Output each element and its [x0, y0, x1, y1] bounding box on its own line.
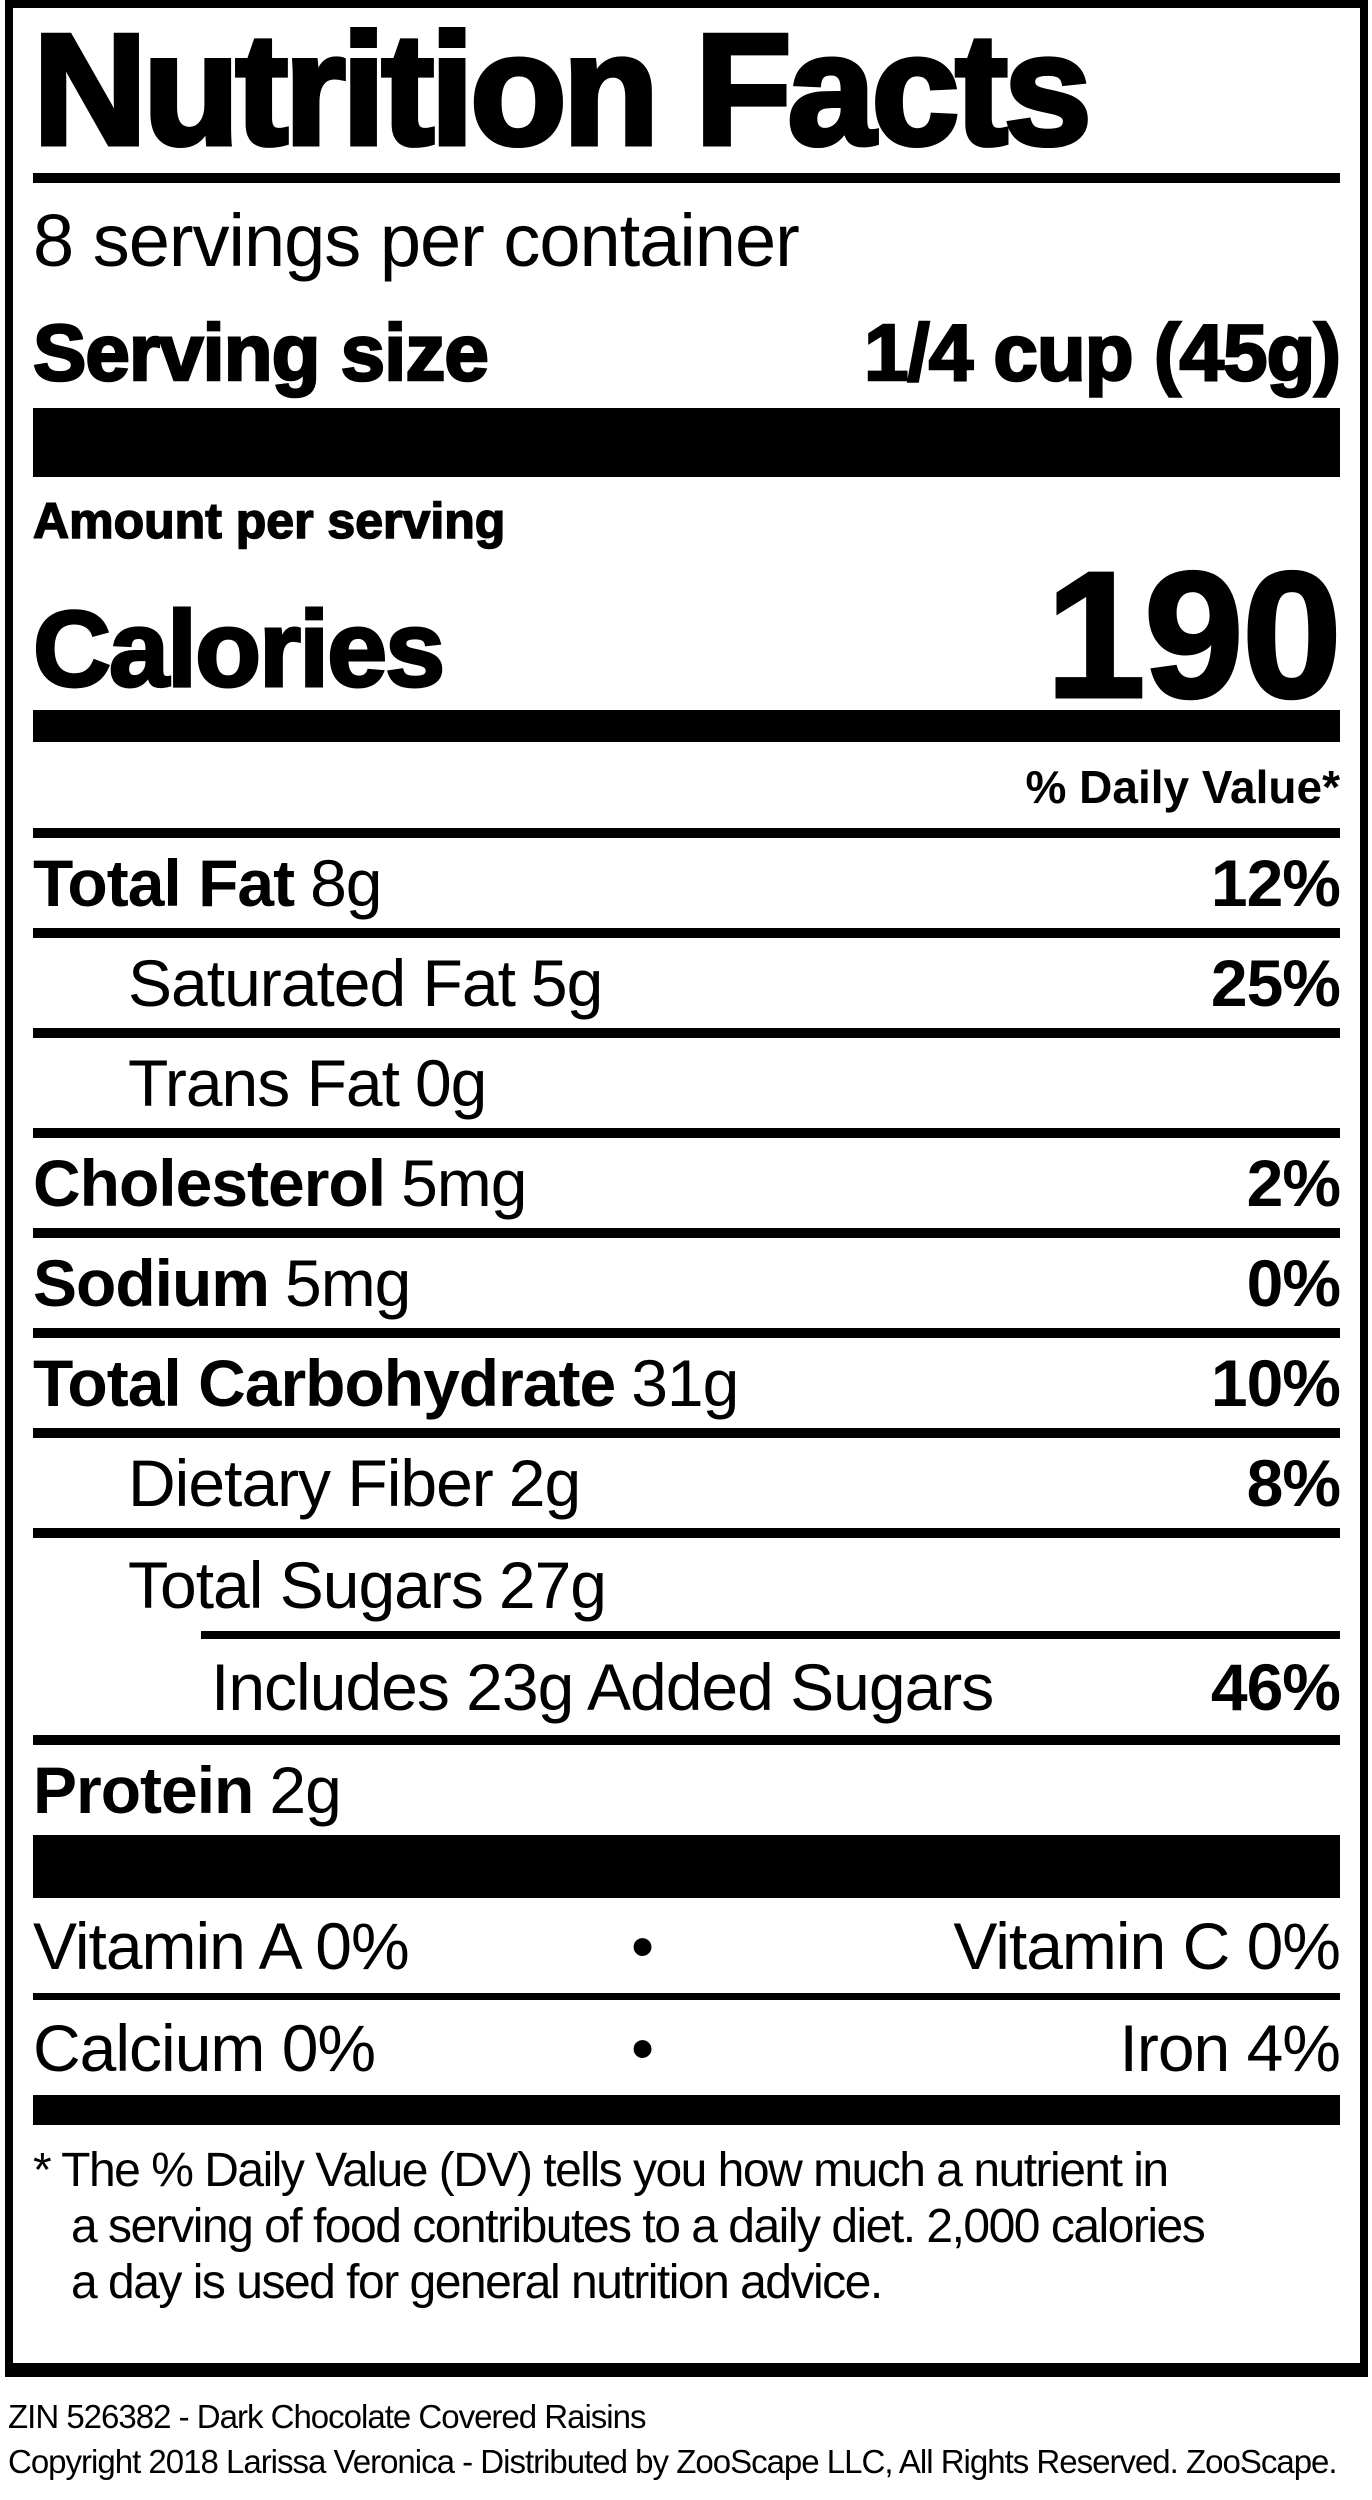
vitamin-row-1: Vitamin A 0% • Vitamin C 0% — [33, 1898, 1341, 2000]
vitamin-c-value: Vitamin C 0% — [953, 1908, 1341, 1983]
nutrient-amount: 8g — [310, 846, 382, 920]
nutrient-row-protein: Protein 2g — [33, 1735, 1340, 1835]
nutrient-name-amount: Total Fat 8g — [33, 845, 383, 921]
nutrient-name: Sodium — [33, 1246, 270, 1320]
calories-label: Calories — [31, 587, 446, 711]
nutrient-amount: 5g — [530, 946, 603, 1020]
nutrient-name: Includes 23g Added Sugars — [211, 1650, 994, 1724]
nutrient-row-saturated-fat: Saturated Fat 5g 25% — [33, 938, 1341, 1038]
thick-separator-bar-top — [33, 408, 1340, 477]
calories-value: 190 — [1044, 535, 1343, 736]
calories-row: Calories 190 — [31, 535, 1343, 736]
nutrient-dv: 10% — [1210, 1346, 1341, 1420]
nutrient-name: Total Fat — [33, 846, 295, 920]
nutrient-name: Protein — [33, 1753, 254, 1827]
nutrient-name-amount: Includes 23g Added Sugars — [211, 1649, 994, 1725]
nutrient-name: Dietary Fiber — [128, 1446, 494, 1520]
nutrient-dv: 46% — [1210, 1650, 1341, 1724]
serving-size-value: 1/4 cup (45g) — [863, 307, 1343, 399]
nutrient-amount: 5mg — [401, 1146, 527, 1220]
nutrient-name-amount: Trans Fat 0g — [128, 1045, 487, 1121]
nutrient-name-amount: Total Sugars 27g — [128, 1547, 607, 1623]
nutrient-row-cholesterol: Cholesterol 5mg 2% — [33, 1138, 1341, 1238]
iron-value: Iron 4% — [1119, 2010, 1341, 2085]
nutrient-name: Total Carbohydrate — [33, 1346, 616, 1420]
nutrient-name-amount: Dietary Fiber 2g — [128, 1445, 581, 1521]
medium-separator-bar-vitamins — [33, 2095, 1340, 2125]
nutrient-name: Total Sugars — [128, 1547, 484, 1622]
servings-per-container: 8 servings per container — [33, 199, 800, 282]
label-title: Nutrition Facts — [31, 5, 1340, 183]
daily-value-footnote: * The % Daily Value (DV) tells you how m… — [33, 2125, 1340, 2311]
footnote-line-2: a serving of food contributes to a daily… — [71, 2200, 1206, 2253]
nutrient-amount: 5mg — [285, 1246, 411, 1320]
nutrient-dv: 2% — [1246, 1146, 1341, 1220]
nutrient-amount: 27g — [498, 1547, 607, 1622]
nutrient-name: Cholesterol — [33, 1146, 386, 1220]
daily-value-header: % Daily Value* — [33, 742, 1340, 838]
nutrient-row-total-fat: Total Fat 8g 12% — [33, 838, 1341, 938]
nutrient-dv: 25% — [1210, 946, 1341, 1020]
nutrient-dv: 8% — [1246, 1446, 1341, 1520]
thick-separator-bar-protein — [33, 1835, 1340, 1898]
nutrient-name-amount: Total Carbohydrate 31g — [33, 1345, 739, 1421]
nutrient-row-sodium: Sodium 5mg 0% — [33, 1238, 1341, 1338]
nutrient-name: Trans Fat — [128, 1046, 400, 1120]
nutrient-row-total-carbohydrate: Total Carbohydrate 31g 10% — [33, 1338, 1341, 1438]
vitamin-row-2: Calcium 0% • Iron 4% — [33, 2000, 1341, 2095]
nutrient-name-amount: Protein 2g — [33, 1752, 342, 1828]
nutrient-name: Saturated Fat — [128, 946, 516, 1020]
nutrient-amount: 2g — [508, 1446, 581, 1520]
nutrition-facts-label: Nutrition Facts 8 servings per container… — [5, 0, 1368, 2377]
footnote-line-3: a day is used for general nutrition advi… — [71, 2256, 883, 2309]
footnote-line-1: * The % Daily Value (DV) tells you how m… — [33, 2144, 1169, 2197]
nutrient-amount: 31g — [631, 1346, 739, 1420]
serving-size-label: Serving size — [32, 307, 490, 399]
amount-per-serving-label: Amount per serving — [32, 492, 506, 550]
nutrient-amount: 0g — [414, 1046, 487, 1120]
nutrient-row-added-sugars: Includes 23g Added Sugars 46% — [201, 1631, 1341, 1735]
medium-separator-bar-calories — [33, 710, 1340, 742]
copyright-line: Copyright 2018 Larissa Veronica - Distri… — [8, 2443, 1338, 2480]
zin-product-line: ZIN 526382 - Dark Chocolate Covered Rais… — [8, 2398, 646, 2435]
nutrient-dv: 0% — [1246, 1246, 1341, 1320]
nutrient-name-amount: Saturated Fat 5g — [128, 945, 603, 1021]
nutrient-row-trans-fat: Trans Fat 0g — [33, 1038, 1340, 1138]
nutrient-name-amount: Cholesterol 5mg — [33, 1145, 527, 1221]
bullet-dot-icon: • — [631, 2010, 654, 2085]
bullet-dot-icon: • — [631, 1908, 654, 1983]
nutrient-dv: 12% — [1210, 846, 1341, 920]
serving-size-row: Serving size 1/4 cup (45g) — [32, 298, 1343, 408]
nutrient-amount: 2g — [269, 1753, 341, 1827]
nutrient-row-total-sugars: Total Sugars 27g — [33, 1538, 1340, 1631]
vitamin-a-value: Vitamin A 0% — [33, 1908, 410, 1983]
nutrient-row-dietary-fiber: Dietary Fiber 2g 8% — [33, 1438, 1341, 1538]
calcium-value: Calcium 0% — [33, 2010, 376, 2085]
nutrient-name-amount: Sodium 5mg — [33, 1245, 411, 1321]
